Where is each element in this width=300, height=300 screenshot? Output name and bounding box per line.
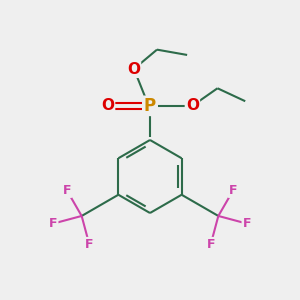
Text: P: P [144,97,156,115]
Text: F: F [63,184,71,197]
Text: F: F [206,238,215,251]
Text: F: F [49,217,58,230]
Text: O: O [127,62,140,77]
Text: O: O [101,98,114,113]
Text: O: O [186,98,199,113]
Text: F: F [229,184,237,197]
Text: F: F [242,217,251,230]
Text: F: F [85,238,94,251]
